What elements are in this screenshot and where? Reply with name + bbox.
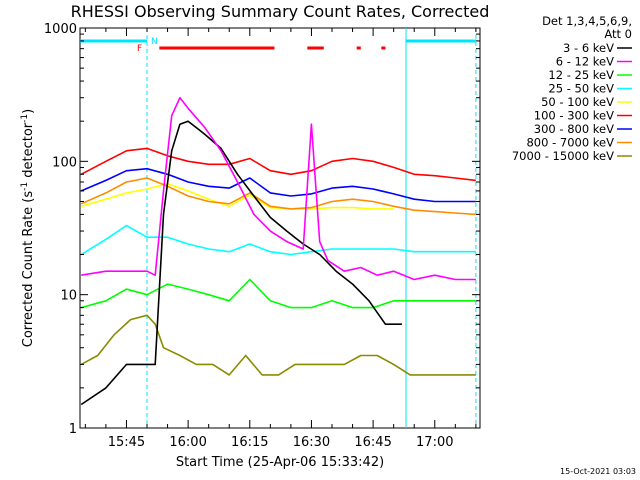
timestamp: 15-Oct-2021 03:03 bbox=[560, 467, 636, 476]
x-tick-label: 17:00 bbox=[416, 435, 453, 450]
y-axis-label-main: Corrected Count Rate (s bbox=[21, 191, 36, 348]
y-axis-label-sup2: -1 bbox=[20, 114, 30, 123]
flare-flag-label: F bbox=[137, 44, 142, 54]
y-axis-label-sup: -1 bbox=[20, 182, 30, 191]
series-line-5 bbox=[80, 182, 394, 210]
y-axis-label: Corrected Count Rate (s-1 detector-1) bbox=[20, 109, 36, 347]
x-tick-label: 16:00 bbox=[169, 435, 206, 450]
x-tick-label: 16:45 bbox=[354, 435, 391, 450]
x-tick-label: 16:15 bbox=[231, 435, 268, 450]
series-layer bbox=[80, 96, 476, 406]
legend-entry-label: 100 - 300 keV bbox=[534, 109, 614, 123]
y-tick-label: 100 bbox=[52, 155, 77, 170]
legend-entry-label: 7000 - 15000 keV bbox=[512, 149, 614, 163]
legend-header-2: Att 0 bbox=[604, 27, 632, 41]
plot-frame bbox=[79, 27, 481, 429]
y-axis-ticks: 1 10 100 1000 bbox=[44, 22, 480, 437]
y-axis-label-mid: detector bbox=[21, 122, 36, 182]
legend-entry-label: 800 - 7000 keV bbox=[526, 136, 614, 150]
plot-area bbox=[79, 27, 481, 429]
legend-entry-label: 3 - 6 keV bbox=[563, 41, 614, 55]
series-line-7 bbox=[80, 167, 476, 203]
y-tick-label: 1 bbox=[69, 422, 77, 437]
x-tick-label: 16:30 bbox=[293, 435, 330, 450]
series-line-8 bbox=[80, 177, 476, 216]
chart-title: RHESSI Observing Summary Count Rates, Co… bbox=[71, 2, 490, 21]
x-tick-label: 15:45 bbox=[108, 435, 145, 450]
legend-entry-label: 25 - 50 keV bbox=[548, 82, 614, 96]
series-line-3 bbox=[80, 278, 476, 309]
x-axis-label: Start Time (25-Apr-06 15:33:42) bbox=[176, 455, 384, 470]
night-flag-label: N bbox=[151, 37, 158, 47]
series-line-6 bbox=[80, 147, 476, 182]
legend-entry-label: 300 - 800 keV bbox=[534, 122, 614, 136]
x-axis-ticks: 15:45 16:00 16:15 16:30 16:45 17:00 bbox=[84, 28, 477, 450]
flag-layer: FN bbox=[80, 28, 477, 428]
y-tick-label: 10 bbox=[60, 289, 77, 304]
y-tick-label: 1000 bbox=[44, 22, 77, 37]
legend-entry-label: 12 - 25 keV bbox=[548, 68, 614, 82]
legend-entry-label: 6 - 12 keV bbox=[556, 55, 614, 69]
series-line-9 bbox=[80, 314, 476, 376]
series-line-1 bbox=[80, 120, 402, 406]
legend-header-1: Det 1,3,4,5,6,9, bbox=[542, 14, 632, 28]
legend-entry-label: 50 - 100 keV bbox=[541, 95, 614, 109]
series-line-4 bbox=[80, 224, 476, 256]
y-axis-label-end: ) bbox=[21, 109, 36, 114]
series-line-2 bbox=[81, 96, 476, 281]
